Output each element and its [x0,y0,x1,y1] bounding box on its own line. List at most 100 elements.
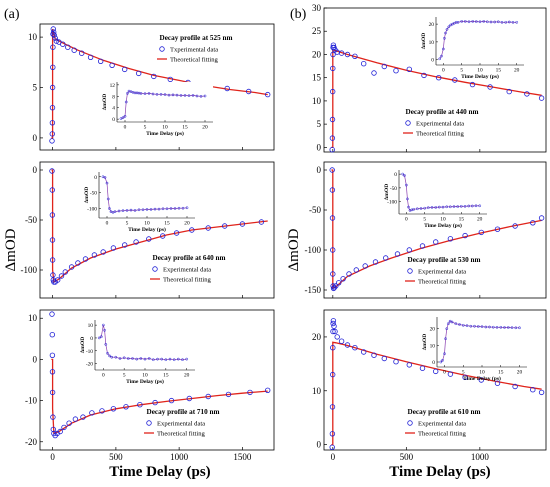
inset-data-point [415,207,419,211]
x-tick-label: 1000 [471,452,490,462]
inset-data-point [441,205,445,209]
legend-label-data: Experimental data [157,421,205,428]
inset-x-label: Time Delay (ps) [146,130,184,137]
data-point [329,135,336,141]
inset-y-tick-label: -100 [87,206,97,212]
x-tick-label: 500 [400,452,414,462]
inset-x-tick-label: 5 [460,68,463,74]
y-tick-label: 10 [312,386,322,396]
inset-x-tick-label: 10 [479,370,485,376]
inset-data-point [103,176,107,179]
inset-data-point [159,92,163,96]
inset-data-point [458,323,461,326]
y-tick-label: 0 [33,354,38,364]
decay-title: Decay profile at 440 nm [406,108,479,116]
inset-x-label: Time Delay (ps) [126,378,164,385]
legend-label-data: Txperimental data [170,47,218,54]
data-point [49,257,56,263]
inset-data-point [441,47,445,51]
data-point [152,399,158,406]
data-point [329,404,336,410]
inset-data-point [110,355,114,359]
data-point [57,428,63,435]
inset-data-point [163,93,167,96]
inset-data-point [171,93,175,97]
inset-data-point [139,357,143,360]
inset-data-point [485,20,489,24]
inset-data-point [108,354,111,358]
x-tick-label: 1500 [233,452,252,462]
inset-data-point [445,327,449,331]
fit-curve [331,169,542,290]
data-point [433,239,439,245]
data-point [331,284,337,291]
inset-x-tick-label: 15 [164,221,170,227]
data-point [452,77,458,83]
data-point [221,223,228,229]
data-point [55,277,61,283]
inset-data-point [172,358,176,362]
inset-line [402,173,480,211]
inset-b3: 0 10 20 0 5 10 15 20 Time Delay (ps) ΔmOD [422,317,527,382]
data-point [436,74,442,81]
inset-line [120,90,206,119]
y-tick-label: 0 [33,133,38,143]
data-point [421,72,427,79]
data-point [331,323,337,329]
y-tick-label: 10 [312,96,322,106]
inset-data-point [117,209,121,213]
data-point [330,51,336,58]
data-point [352,345,358,351]
inset-data-point [496,20,500,24]
data-point [381,355,387,362]
inset-data-point [467,20,471,24]
inset-data-point [493,20,497,24]
inset-background [437,317,527,367]
inset-data-point [515,20,519,24]
inset-data-point [419,207,423,210]
inset-y-tick-label: 10 [88,323,94,329]
plot-frame [39,23,275,151]
y-tick-label: 0 [317,165,322,175]
inset-y-tick-label: -10 [86,349,93,355]
data-point [346,271,352,277]
inset-y-label: ΔmOD [102,94,108,111]
data-point [205,225,211,231]
inset-x-tick-label: 20 [184,373,190,379]
data-point [58,273,65,279]
inset-x-tick-label: 5 [123,373,126,379]
inset-y-tick-label: 0 [431,58,434,64]
inset-data-point [514,326,518,330]
data-point [49,237,56,243]
data-point [530,220,536,226]
legend-label-data: Experimental data [418,421,466,428]
data-point [381,63,387,70]
inset-data-point [403,174,406,177]
inset-x-tick-label: 15 [498,370,504,376]
data-point [330,271,336,277]
inset-x-label: Time Delay (ps) [424,222,462,229]
data-point [61,424,67,431]
data-point [419,243,426,249]
data-point [362,263,368,269]
inset-data-point [151,92,155,96]
inset-data-point [489,20,493,24]
data-point [406,66,412,72]
data-point [353,267,359,273]
inset-data-point [443,36,446,40]
inset-y-tick-label: 0 [90,336,93,342]
inset-y-label: ΔmOD [384,184,390,201]
legend-marker-data [407,420,413,426]
data-point [89,410,95,416]
inset-data-point [426,206,430,210]
inset-x-tick-label: 5 [126,221,129,227]
y-tick-label: -10 [25,396,37,406]
data-point [334,334,340,340]
inset-data-point [423,206,427,210]
inset-data-point [504,20,508,24]
data-point [329,215,336,221]
inset-data-point [183,94,187,97]
legend-marker-data [405,120,411,126]
inset-data-point [452,205,456,208]
inset-x-tick-label: 10 [144,221,150,227]
